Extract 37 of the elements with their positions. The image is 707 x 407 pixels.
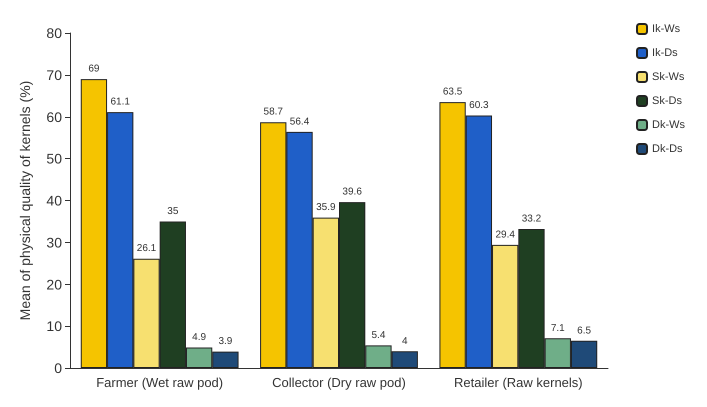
data-label: 35 bbox=[167, 206, 179, 217]
data-label: 60.3 bbox=[469, 100, 490, 111]
legend-label: Sk-Ds bbox=[652, 95, 682, 107]
y-tick-label: 70 bbox=[46, 66, 62, 83]
legend-label: Dk-Ws bbox=[652, 119, 686, 131]
data-label: 63.5 bbox=[442, 86, 463, 98]
x-tick-label: Farmer (Wet raw pod) bbox=[96, 375, 224, 390]
legend-label: Ik-Ds bbox=[652, 47, 678, 59]
data-label: 35.9 bbox=[316, 202, 336, 214]
data-label: 56.4 bbox=[290, 116, 310, 128]
y-tick-label: 0 bbox=[54, 360, 62, 376]
y-tick-label: 60 bbox=[46, 108, 62, 125]
y-tick-label: 30 bbox=[46, 234, 62, 250]
legend-label: Dk-Ds bbox=[652, 143, 684, 155]
legend-label: Ik-Ws bbox=[652, 23, 681, 35]
y-axis-title: Mean of physical quality of kernels (%) bbox=[17, 80, 33, 320]
data-label: 6.5 bbox=[577, 325, 592, 336]
data-label: 4 bbox=[402, 336, 408, 347]
y-tick-label: 20 bbox=[46, 276, 62, 292]
data-label: 61.1 bbox=[110, 96, 130, 108]
data-label: 5.4 bbox=[372, 330, 386, 341]
y-tick-label: 50 bbox=[46, 150, 62, 167]
data-label: 39.6 bbox=[342, 186, 362, 198]
x-tick-label: Retailer (Raw kernels) bbox=[454, 375, 583, 390]
legend-label: Sk-Ws bbox=[652, 71, 685, 83]
data-label: 3.9 bbox=[218, 336, 233, 348]
x-tick-label: Collector (Dry raw pod) bbox=[272, 375, 406, 390]
data-label: 33.2 bbox=[522, 213, 542, 224]
data-label: 29.4 bbox=[495, 229, 516, 240]
y-tick-label: 80 bbox=[46, 25, 62, 41]
data-label: 58.7 bbox=[264, 106, 284, 118]
data-label: 69 bbox=[88, 64, 100, 75]
data-label: 4.9 bbox=[192, 332, 207, 343]
data-label: 26.1 bbox=[136, 243, 157, 254]
data-label: 7.1 bbox=[550, 322, 566, 334]
y-tick-label: 40 bbox=[46, 192, 62, 208]
y-tick-label: 10 bbox=[46, 318, 62, 334]
